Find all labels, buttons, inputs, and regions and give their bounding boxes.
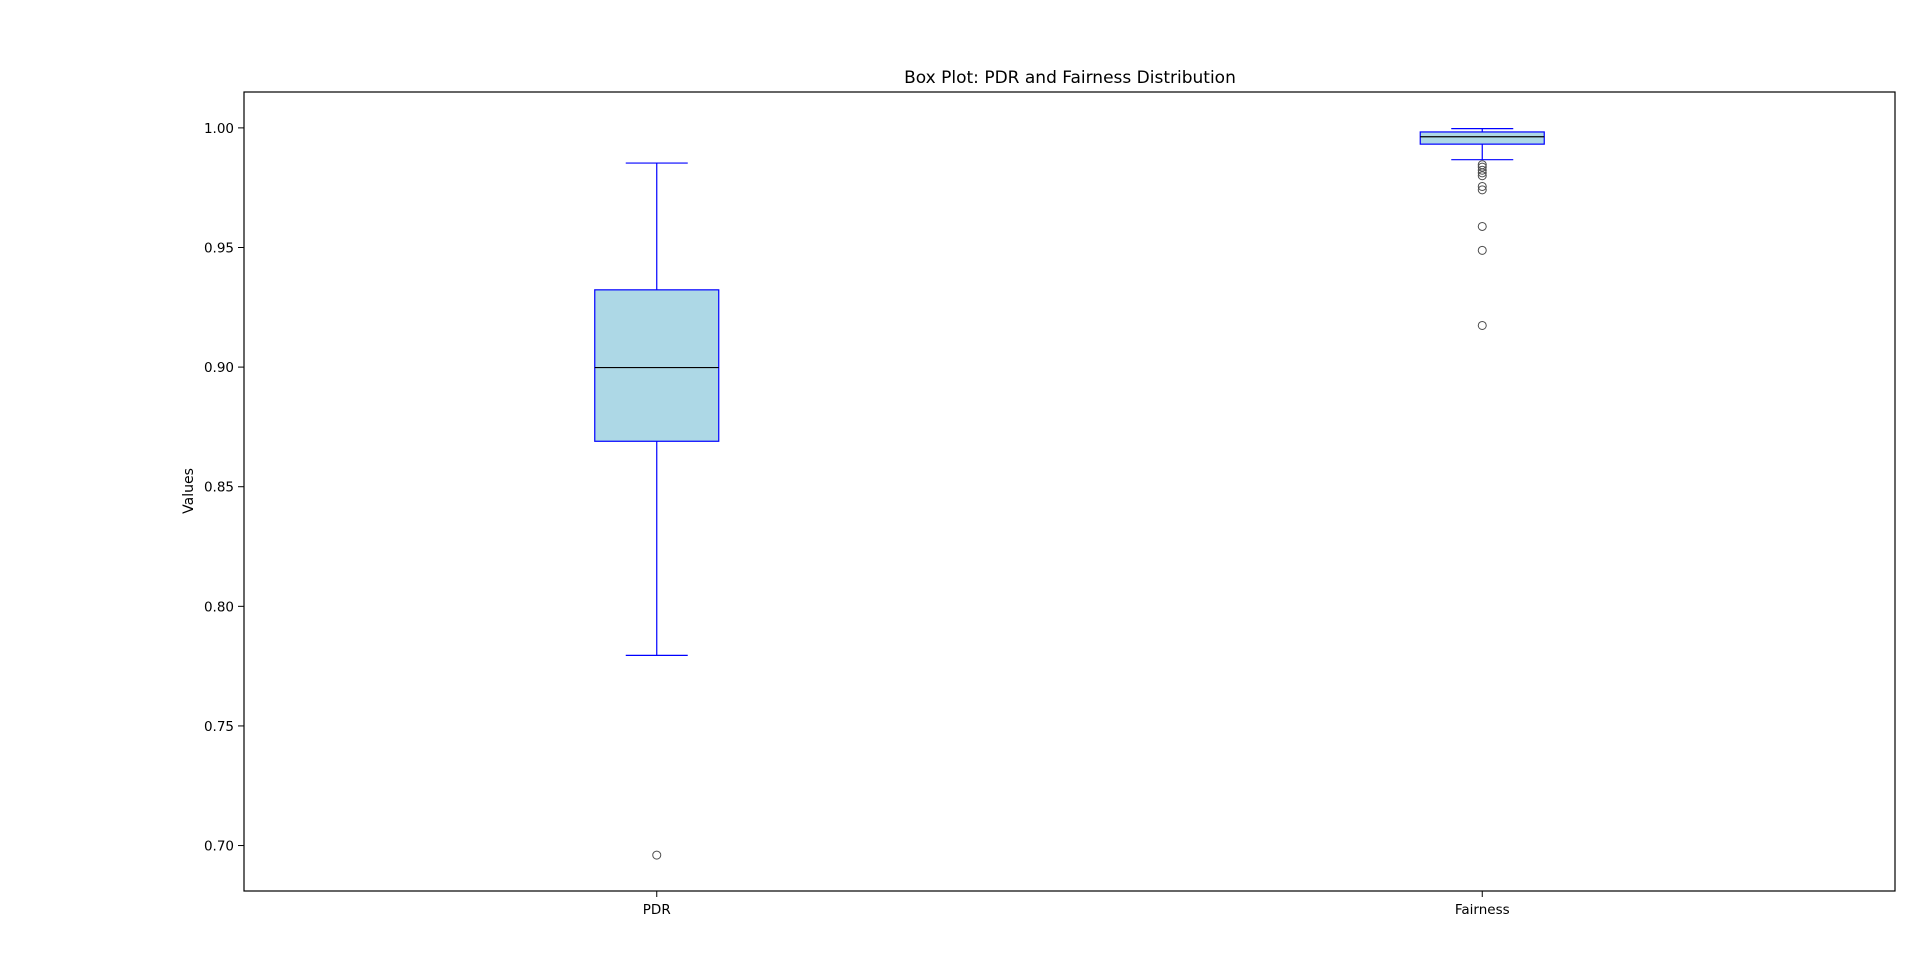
y-tick-label: 0.95 [204, 240, 234, 256]
y-tick-label: 0.85 [204, 480, 234, 496]
y-axis-label: Values [181, 468, 197, 514]
outlier-point [1477, 162, 1487, 172]
chart-title: Box Plot: PDR and Fairness Distribution [904, 68, 1236, 88]
x-tick-label: Fairness [1455, 902, 1510, 918]
y-tick-label: 1.00 [204, 121, 234, 137]
outlier-point [1477, 168, 1487, 178]
box-body [594, 289, 720, 442]
box-body [1419, 131, 1545, 145]
y-tick-label: 0.80 [204, 599, 234, 615]
axes-frame [243, 91, 1896, 892]
outlier-point [1477, 181, 1487, 191]
outlier-point [1477, 320, 1487, 330]
outlier-point [1477, 165, 1487, 175]
outlier-point [1477, 245, 1487, 255]
x-tick-label: PDR [643, 902, 671, 918]
y-tick-label: 0.90 [204, 360, 234, 376]
outlier-point [1477, 185, 1487, 195]
y-tick-label: 0.75 [204, 719, 234, 735]
outlier-point [1477, 171, 1487, 181]
plot-area: 0.70 0.75 0.80 0.85 0.90 0.95 1.00 PDR Fairness [204, 121, 1545, 918]
outlier-point [652, 850, 662, 860]
y-tick-label: 0.70 [204, 839, 234, 855]
outlier-point [1477, 221, 1487, 231]
